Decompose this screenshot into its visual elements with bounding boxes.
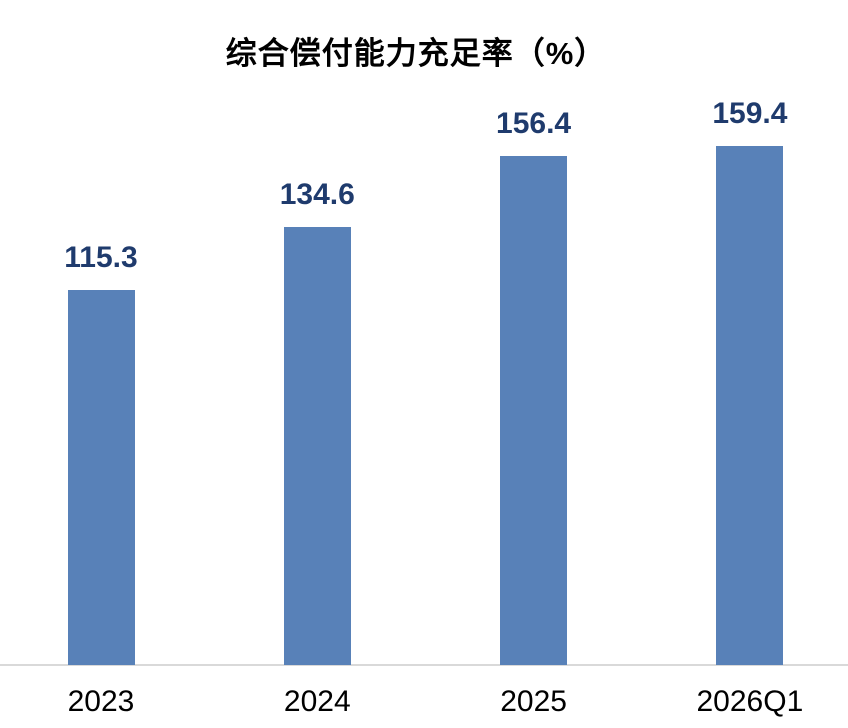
bar-2023 (67, 290, 135, 665)
bar-value-label: 156.4 (496, 107, 572, 140)
x-axis-label: 2026Q1 (696, 685, 804, 718)
bar-2024 (283, 227, 351, 665)
bar-2025 (500, 156, 568, 665)
x-axis-line (0, 664, 848, 666)
bar-value-label: 115.3 (64, 241, 138, 274)
chart-title: 综合偿付能力充足率（%） (225, 36, 607, 71)
x-axis-label: 2025 (500, 685, 567, 718)
x-axis-label: 2024 (283, 685, 351, 718)
bar-2026Q1 (716, 146, 784, 665)
bar-value-label: 134.6 (279, 178, 355, 211)
x-axis-label: 2023 (67, 685, 135, 718)
bar-value-label: 159.4 (712, 97, 788, 130)
